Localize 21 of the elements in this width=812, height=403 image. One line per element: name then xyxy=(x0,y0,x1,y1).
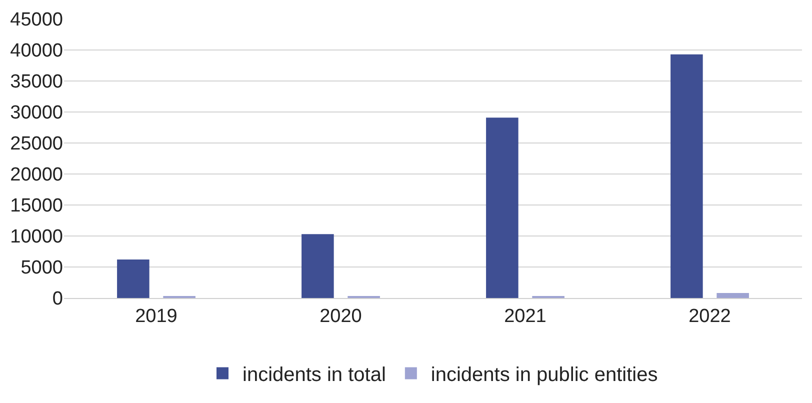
y-tick-label: 40000 xyxy=(10,40,63,62)
x-tick-label: 2021 xyxy=(504,306,546,327)
y-tick-label: 30000 xyxy=(10,102,63,124)
bar xyxy=(486,118,518,298)
y-tick-label: 20000 xyxy=(10,164,63,186)
y-tick-label: 10000 xyxy=(10,226,63,248)
bar xyxy=(716,293,749,298)
bar xyxy=(117,260,150,298)
y-tick-label: 5000 xyxy=(20,258,63,279)
x-tick-label: 2022 xyxy=(688,306,731,327)
legend-label: incidents in public entities xyxy=(430,364,658,386)
bar xyxy=(670,54,703,298)
y-tick-label: 45000 xyxy=(10,10,63,31)
x-tick-label: 2020 xyxy=(320,306,362,327)
x-tick-label: 2019 xyxy=(135,306,178,327)
y-tick-label: 0 xyxy=(52,288,63,310)
y-tick-label: 15000 xyxy=(10,196,63,217)
y-tick-label: 35000 xyxy=(10,72,63,93)
y-tick-label: 25000 xyxy=(10,134,63,155)
legend-label: incidents in total xyxy=(242,364,386,386)
bar xyxy=(302,234,334,298)
